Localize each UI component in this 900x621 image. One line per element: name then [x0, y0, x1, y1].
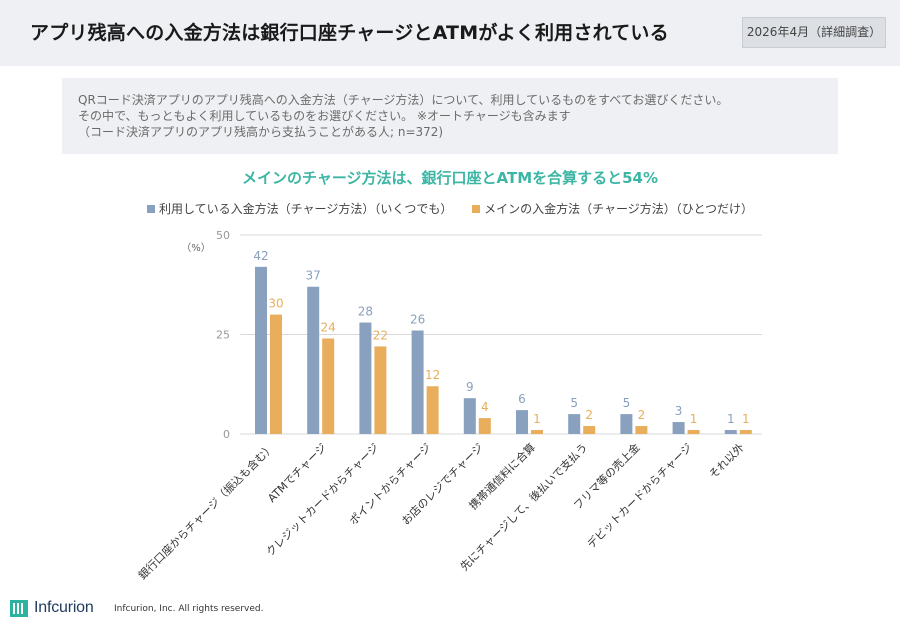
data-label-1-6: 2 [585, 408, 593, 422]
data-label-0-3: 26 [410, 313, 425, 327]
y-tick-label-25: 25 [216, 329, 230, 342]
bar-1-1 [322, 338, 335, 434]
y-axis-label: （%） [181, 242, 211, 254]
data-label-0-8: 3 [675, 404, 683, 418]
bar-0-5 [516, 410, 528, 434]
bar-1-4 [478, 418, 491, 434]
bar-1-0 [270, 314, 282, 434]
data-label-1-2: 22 [373, 328, 388, 342]
x-tick-label-0: 銀行口座からチャージ（振込も含む） [135, 440, 277, 582]
data-label-1-5: 1 [533, 412, 541, 426]
y-tick-label-50: 50 [216, 229, 230, 242]
bar-0-4 [463, 398, 476, 434]
bar-0-7 [620, 414, 633, 434]
page-title: アプリ残高への入金方法は銀行口座チャージとATMがよく利用されている [30, 22, 669, 44]
y-tick-label-0: 0 [223, 428, 230, 441]
bar-0-6 [568, 414, 581, 434]
bar-0-8 [672, 422, 685, 434]
bar-0-0 [255, 266, 267, 434]
date-badge: 2026年4月（詳細調査） [742, 17, 886, 48]
chart-legend: 利用している入金方法（チャージ方法）（いくつでも） メインの入金方法（チャージ方… [0, 200, 900, 217]
data-label-1-9: 1 [742, 412, 750, 426]
data-label-1-3: 12 [425, 368, 440, 382]
question-line-2: その中で、もっともよく利用しているものをお選びください。 ※オートチャージも含み… [78, 109, 571, 123]
legend-swatch-main [472, 205, 481, 213]
data-label-1-0: 30 [268, 297, 283, 311]
data-label-0-4: 9 [466, 380, 474, 394]
x-tick-label-2: クレジットカードからチャージ [264, 441, 382, 559]
bar-1-2 [374, 346, 387, 434]
bar-1-3 [426, 386, 439, 434]
legend-label-main: メインの入金方法（チャージ方法）（ひとつだけ） [484, 202, 753, 216]
data-label-0-0: 42 [253, 249, 268, 263]
question-box: QRコード決済アプリのアプリ残高への入金方法（チャージ方法）について、利用してい… [62, 78, 838, 154]
data-label-0-1: 37 [306, 269, 321, 283]
x-tick-label-9: それ以外 [707, 441, 747, 481]
legend-label-usage: 利用している入金方法（チャージ方法）（いくつでも） [159, 202, 453, 216]
header-bar: アプリ残高への入金方法は銀行口座チャージとATMがよく利用されている 2026年… [0, 0, 900, 66]
bar-0-3 [411, 330, 424, 434]
question-line-1: QRコード決済アプリのアプリ残高への入金方法（チャージ方法）について、利用してい… [78, 93, 729, 107]
x-tick-label-8: デビットカードからチャージ [584, 440, 695, 551]
bar-1-8 [687, 430, 700, 434]
logo-text: Infcurion [34, 599, 94, 616]
data-label-1-7: 2 [638, 408, 646, 422]
legend-item-main: メインの入金方法（チャージ方法）（ひとつだけ） [472, 202, 753, 216]
bar-1-5 [531, 430, 543, 434]
logo-mark-icon [10, 600, 28, 617]
question-line-3: （コード決済アプリのアプリ残高から支払うことがある人; n=372) [78, 125, 444, 139]
data-label-1-4: 4 [481, 400, 489, 414]
bar-1-9 [739, 430, 752, 434]
bar-chart: 02550（%）4230銀行口座からチャージ（振込も含む）3724ATMでチャー… [135, 229, 762, 582]
copyright-text: Infcurion, Inc. All rights reserved. [114, 604, 264, 614]
legend-swatch-usage [147, 205, 156, 213]
data-label-1-1: 24 [321, 320, 336, 334]
bar-0-9 [724, 430, 737, 434]
bar-1-6 [583, 426, 596, 434]
data-label-0-6: 5 [570, 396, 578, 410]
bar-0-1 [307, 286, 320, 434]
data-label-0-2: 28 [358, 305, 373, 319]
chart-title: メインのチャージ方法は、銀行口座とATMを合算すると54% [241, 169, 659, 187]
bar-0-2 [359, 322, 372, 434]
data-label-1-8: 1 [690, 412, 698, 426]
data-label-0-9: 1 [727, 412, 735, 426]
data-label-0-7: 5 [623, 396, 631, 410]
legend-item-usage: 利用している入金方法（チャージ方法）（いくつでも） [147, 202, 456, 216]
data-label-0-5: 6 [518, 392, 526, 406]
bar-1-7 [635, 426, 648, 434]
